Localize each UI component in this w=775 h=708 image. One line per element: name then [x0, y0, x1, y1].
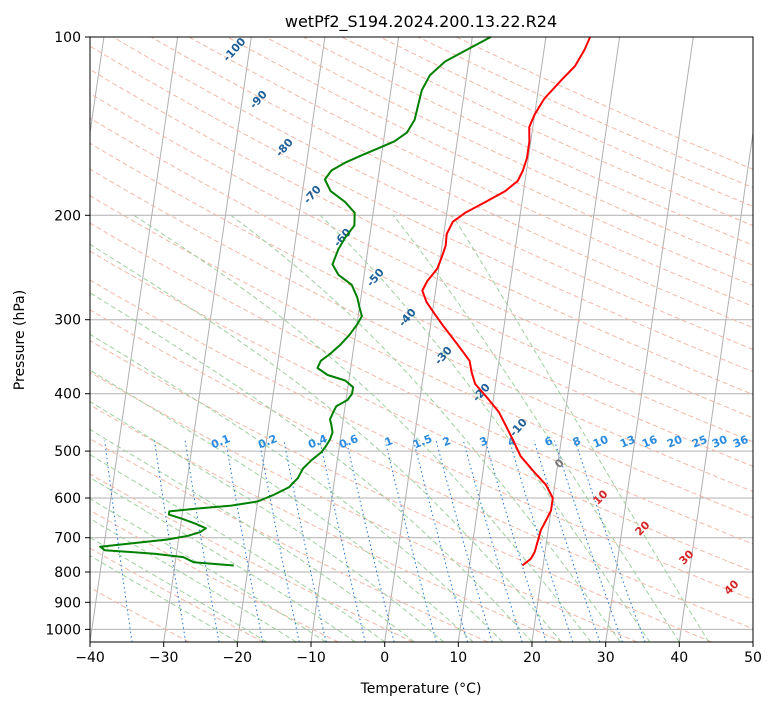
dry-adiabat-100: [90, 168, 753, 493]
moist-adiabat-12: [90, 369, 474, 642]
y-tick-label-200: 200: [54, 208, 81, 224]
dry-adiabat-40: [90, 340, 712, 642]
isotherm-m20: [236, 37, 326, 642]
dry-adiabats: [90, 37, 753, 642]
moist-adiabat-m20: [90, 555, 238, 642]
moist-adiabat-m8: [90, 498, 326, 642]
mixing-ratio-label-30: 30: [710, 433, 729, 451]
isotherm-40: [678, 129, 753, 642]
mixing-ratio-label-16: 16: [640, 433, 659, 451]
dry-adiabat-60: [90, 279, 753, 601]
moist-adiabat-40: [393, 214, 680, 642]
mixing-ratio-line-25: [533, 440, 601, 642]
moist-adiabat-0: [90, 454, 385, 642]
horizontal-gridlines: [90, 37, 753, 630]
mixing-ratio-line-36: [574, 440, 646, 642]
chart-title: wetPf2_S194.2024.200.13.22.R24: [285, 12, 557, 32]
mixing-ratio-line-16: [484, 440, 547, 642]
x-tick-label-m10: −10: [296, 650, 326, 666]
dry-adiabat-130: [90, 92, 753, 419]
mixing-ratio-label-36: 36: [731, 433, 750, 451]
mixing-ratio-label-25: 25: [690, 433, 709, 451]
mixing-ratio-label-3: 3: [478, 434, 490, 449]
x-tick-label-m20: −20: [223, 650, 253, 666]
moist-adiabats: [90, 214, 710, 642]
moist-adiabat-28: [133, 214, 592, 642]
y-tick-label-800: 800: [54, 565, 81, 581]
x-tick-label-30: 30: [597, 650, 615, 666]
plot-frame: [89, 36, 754, 643]
isotherm-m10: [310, 37, 400, 642]
dry-adiabat-190: [227, 37, 753, 287]
moist-adiabat-4: [90, 429, 415, 642]
y-axis-label: Pressure (hPa): [12, 290, 28, 390]
x-tick-label-0: 0: [380, 650, 389, 666]
mixing-ratio-line-20: [509, 440, 574, 642]
dry-adiabat-10: [90, 438, 488, 642]
dry-adiabat-m20: [90, 547, 264, 642]
mixing-ratio-line-1: [225, 440, 264, 642]
mixing-ratio-line-0p2: [104, 440, 133, 642]
dry-adiabat-70: [90, 250, 753, 573]
moist-adiabat-36: [319, 214, 651, 642]
dry-adiabat-140: [90, 68, 753, 396]
y-tick-label-1000: 1000: [45, 622, 81, 638]
y-tick-label-900: 900: [54, 595, 81, 611]
dry-adiabat-30: [90, 371, 638, 642]
moist-adiabat-20: [90, 292, 533, 642]
mixing-ratio-label-10: 10: [591, 433, 610, 451]
isotherm-m30: [163, 37, 252, 642]
moist-adiabat-m16: [90, 536, 268, 642]
moist-adiabat-8: [90, 401, 444, 642]
dry-adiabat-120: [90, 117, 753, 443]
y-tick-label-700: 700: [54, 531, 81, 547]
mixing-ratio-label-20: 20: [665, 433, 684, 451]
dry-adiabat-50: [90, 309, 753, 630]
y-tick-label-600: 600: [54, 491, 81, 507]
sounding-profiles: [99, 37, 592, 567]
moist-adiabat-m4: [90, 477, 356, 642]
x-axis-label: Temperature (°C): [360, 681, 482, 697]
mixing-ratio-label-8: 8: [571, 434, 583, 449]
x-tick-label-m30: −30: [149, 650, 179, 666]
mixing-ratio-line-2: [283, 440, 327, 642]
dry-adiabat-90: [90, 195, 753, 519]
mixing-ratio-line-1p5: [258, 440, 300, 642]
mixing-ratio-label-1: 1: [383, 434, 395, 449]
x-tick-label-50: 50: [744, 650, 762, 666]
temperature-profile-line: [421, 37, 592, 567]
mixing-ratio-line-30: [554, 440, 623, 642]
mixing-ratio-label-2: 2: [441, 434, 453, 449]
y-axis-ticks: 100 200 300 400 500 600 700 800 900 1000: [45, 30, 90, 638]
moist-adiabat-24: [90, 243, 562, 642]
y-tick-label-500: 500: [54, 444, 81, 460]
plot-area: -100-90-80-70-60-50-40-30-20-100.1 0.2 0.4…: [90, 37, 753, 642]
x-tick-label-m40: −40: [75, 650, 105, 666]
y-tick-label-300: 300: [54, 313, 81, 329]
mixing-ratio-lines: [104, 440, 646, 642]
x-axis-ticks: −40 −30 −20 −10 0 10 20 30 40 50: [75, 642, 762, 666]
x-tick-label-20: 20: [523, 650, 541, 666]
x-tick-label-10: 10: [449, 650, 467, 666]
isotherm-10: [457, 37, 547, 642]
y-tick-label-400: 400: [54, 387, 81, 403]
x-tick-label-40: 40: [670, 650, 688, 666]
y-tick-label-100: 100: [54, 30, 81, 46]
isotherm-0: [384, 37, 473, 642]
dry-adiabat-110: [90, 142, 753, 467]
moist-adiabat-16: [90, 333, 503, 642]
mixing-ratio-label-13: 13: [618, 433, 637, 451]
isotherm-m40: [90, 37, 179, 642]
dewpoint-profile-line: [99, 37, 492, 567]
mixing-ratio-line-3: [319, 440, 366, 642]
moist-adiabat-32: [230, 214, 621, 642]
moist-adiabat-44: [451, 215, 710, 642]
